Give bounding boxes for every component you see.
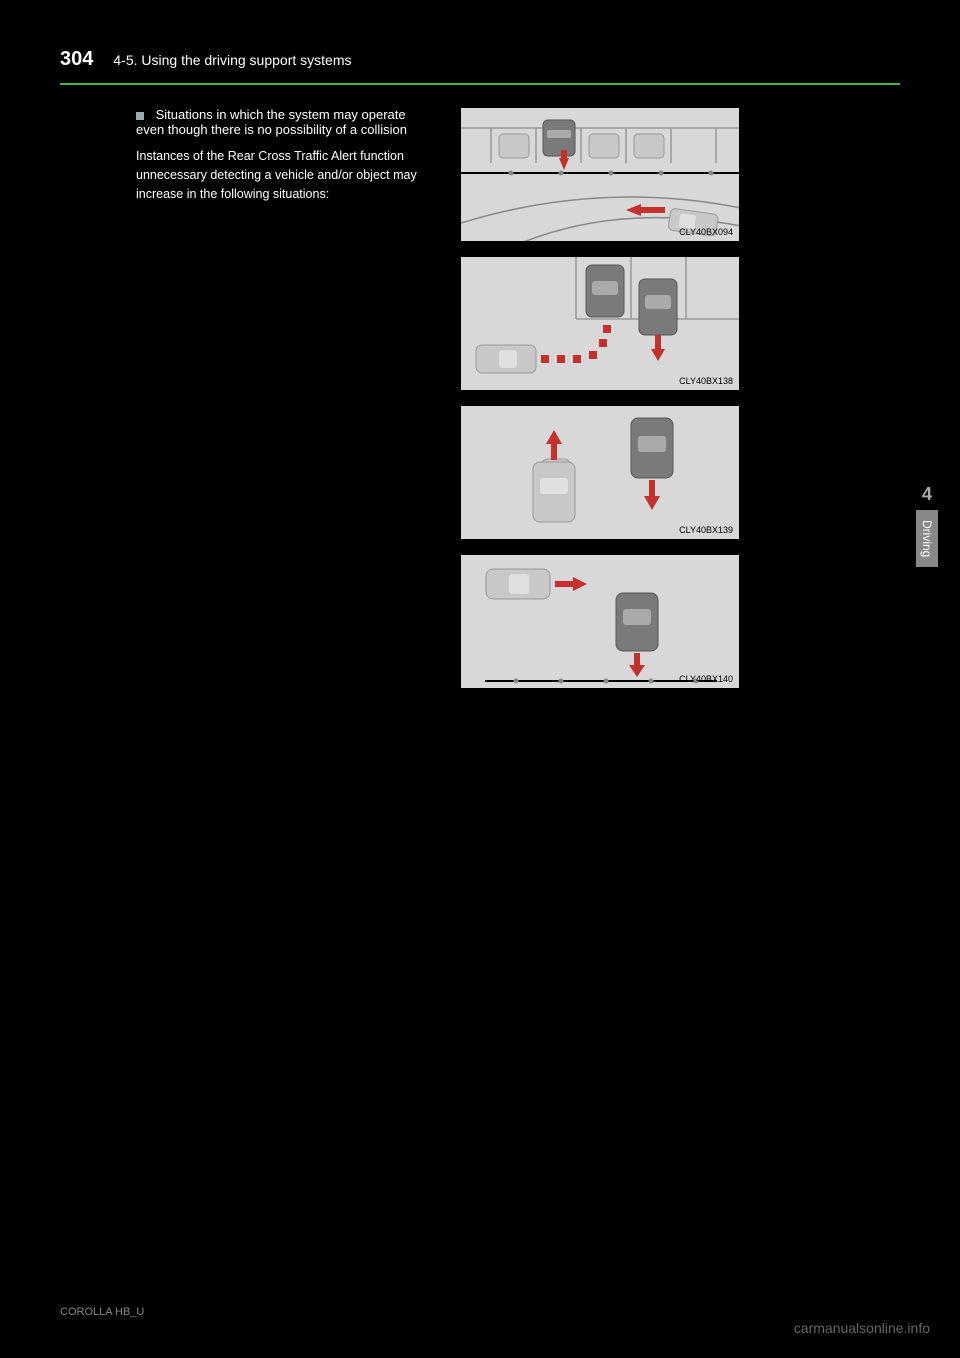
diagram-label: CLY40BX140 <box>679 674 733 684</box>
diagram-label: CLY40BX139 <box>679 525 733 535</box>
diagram-farside: CLY40BX140 <box>460 554 740 689</box>
side-chapter-label: Driving <box>916 510 938 567</box>
section-title: Situations in which the system may opera… <box>136 107 436 137</box>
header-divider <box>60 83 900 85</box>
section-body: Instances of the Rear Cross Traffic Aler… <box>136 147 436 203</box>
diagram-street: CLY40BX094 <box>460 107 740 242</box>
diagram-label: CLY40BX138 <box>679 376 733 386</box>
footer-model: COROLLA HB_U <box>60 1306 144 1318</box>
diagram-label: CLY40BX094 <box>679 227 733 237</box>
diagram-metal: CLY40BX139 <box>460 405 740 540</box>
side-chapter-number: 4 <box>922 484 932 505</box>
section-title-text: Situations in which the system may opera… <box>136 107 407 137</box>
watermark: carmanualsonline.info <box>794 1320 930 1336</box>
page-number: 304 <box>60 48 93 71</box>
header-section: 4-5. Using the driving support systems <box>113 52 351 68</box>
diagram-passing: CLY40BX138 <box>460 256 740 391</box>
page-header: 304 4-5. Using the driving support syste… <box>60 48 900 71</box>
section-marker-icon <box>136 112 144 120</box>
